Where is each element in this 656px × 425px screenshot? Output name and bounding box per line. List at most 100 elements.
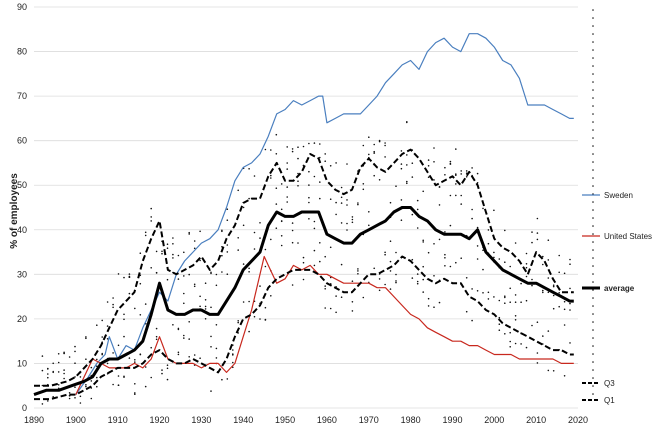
country-dot [542,335,544,337]
country-dot [384,144,386,147]
edge-dot [592,249,594,251]
country-dot [291,222,294,224]
edge-dot [592,313,594,315]
country-dot [150,216,152,218]
country-dot [134,307,136,310]
country-dot [85,337,87,340]
country-dot [270,174,272,177]
country-dot [531,324,533,327]
country-dot [395,185,397,187]
country-dot [411,176,414,178]
country-dot [465,310,468,313]
country-dot [416,280,419,283]
country-dot [226,219,229,221]
country-dot [275,227,278,229]
country-dot [487,229,490,231]
country-dot [400,167,403,170]
country-dot [172,257,174,259]
country-dot [362,296,365,299]
country-dot [498,316,501,319]
country-dot [204,282,207,285]
edge-dot [592,393,594,395]
country-dot [68,392,71,394]
country-dot [85,384,87,386]
country-dot [351,280,354,283]
country-dot [63,372,65,375]
country-dot [280,235,283,237]
country-dot [259,222,261,224]
country-dot [509,301,512,304]
country-dot [514,342,517,345]
y-tick-label: 40 [17,225,27,235]
country-dot [525,346,528,349]
country-dot [438,301,441,304]
country-dot [460,173,463,175]
edge-dot [592,97,594,99]
country-dot [547,369,550,372]
x-tick-label: 1910 [108,415,128,425]
country-dot [563,300,566,303]
country-dot [242,263,245,265]
country-dot [493,209,495,212]
country-dot [264,265,267,268]
y-axis-label: % of employees [9,173,20,249]
country-dot [215,347,218,350]
country-dot [96,324,98,327]
country-dot [357,268,359,270]
country-dot [514,315,517,317]
country-dot [128,292,131,295]
country-dot [123,318,125,321]
country-dot [504,295,506,298]
country-dot [291,148,294,150]
country-dot [155,272,158,274]
country-dot [384,251,386,254]
country-dot [438,238,441,241]
country-dot [525,266,528,269]
y-tick-label: 80 [17,47,27,57]
country-dot [378,278,381,280]
country-dot [547,259,550,261]
country-dot [215,357,218,359]
country-dot [161,250,163,253]
country-dot [351,310,354,312]
country-dot [302,145,305,148]
country-dot [509,346,512,348]
country-dot [313,220,316,223]
country-dot [226,251,229,253]
country-dot [319,197,321,200]
country-dot [248,197,250,200]
country-dot [509,331,512,334]
country-dot [455,173,457,175]
edge-dot [592,321,594,323]
country-dot [188,321,190,323]
country-dot [134,392,136,394]
country-dot [85,385,87,388]
country-dot [406,180,408,183]
country-dot [74,350,76,353]
edge-dot [592,177,594,179]
x-tick-label: 2000 [484,415,504,425]
edge-dot [592,265,594,267]
country-dot [406,164,408,166]
country-dot [221,378,223,381]
country-dot [509,340,512,343]
country-dot [340,263,343,266]
country-dot [422,190,425,193]
country-dot [378,179,381,181]
country-dot [569,309,571,311]
country-dot [308,196,310,199]
country-dot [188,233,190,235]
country-dot [395,251,397,254]
edge-dot [592,305,594,307]
country-dot [177,351,180,354]
country-dot [552,294,555,297]
x-tick-label: 1960 [317,415,337,425]
country-dot [291,229,294,232]
country-dot [308,142,310,145]
edge-dot [592,297,594,299]
country-dot [536,217,539,220]
country-dot [340,196,343,199]
country-dot [449,194,452,197]
country-dot [482,207,484,210]
